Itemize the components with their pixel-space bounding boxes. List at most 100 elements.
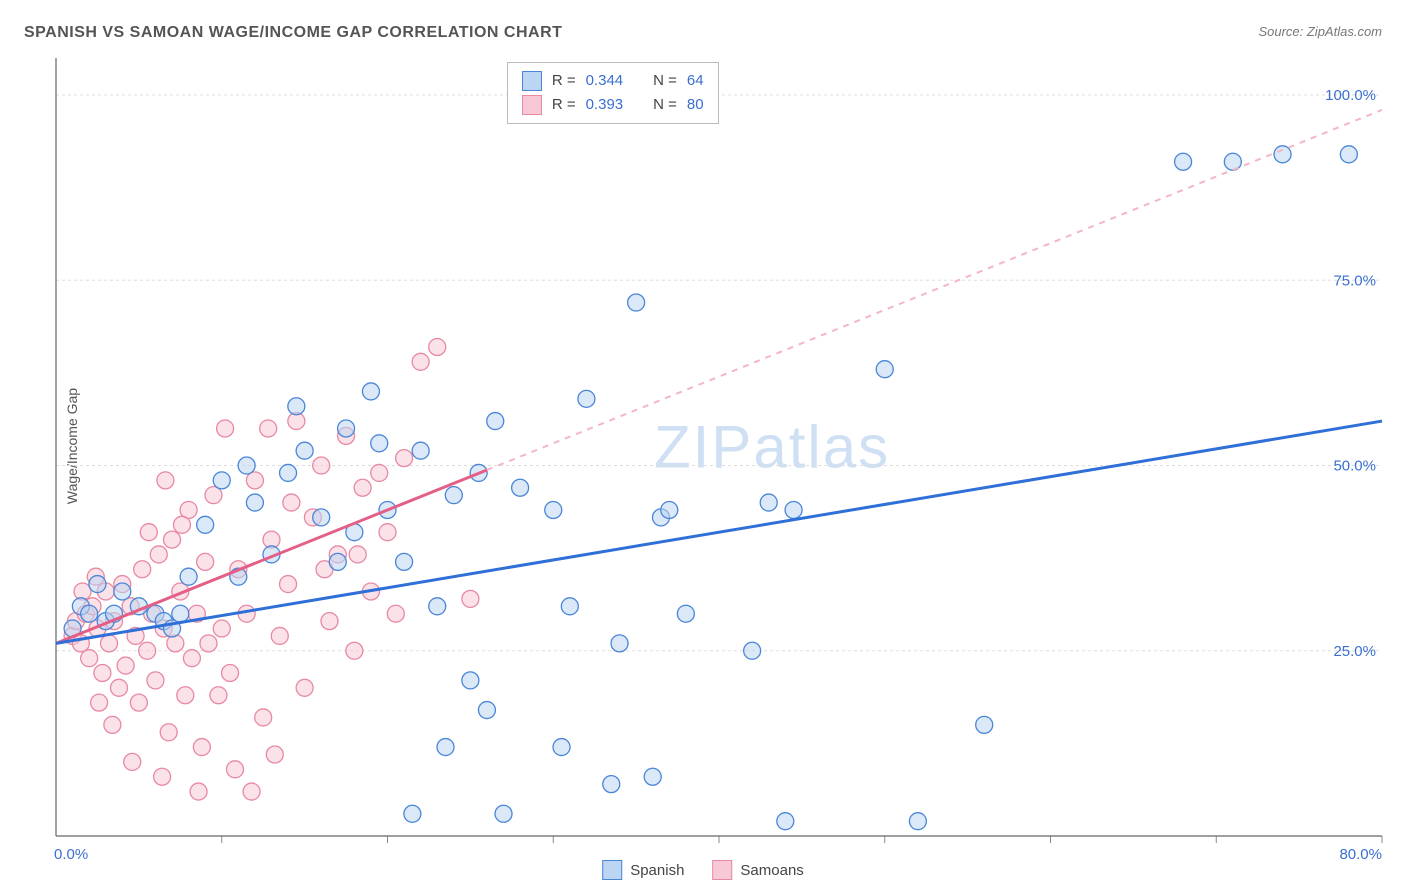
scatter-point xyxy=(213,472,230,489)
y-tick-label: 50.0% xyxy=(1333,458,1376,475)
legend-r-value: 0.344 xyxy=(586,69,624,93)
scatter-point xyxy=(154,768,171,785)
scatter-point xyxy=(437,739,454,756)
scatter-point xyxy=(177,687,194,704)
scatter-point xyxy=(445,487,462,504)
bottom-legend-label: Spanish xyxy=(630,862,684,879)
scatter-point xyxy=(227,761,244,778)
scatter-point xyxy=(976,716,993,733)
scatter-point xyxy=(512,479,529,496)
scatter-point xyxy=(210,687,227,704)
scatter-point xyxy=(160,724,177,741)
scatter-point xyxy=(338,420,355,437)
scatter-point xyxy=(255,709,272,726)
scatter-point xyxy=(283,494,300,511)
bottom-legend-item: Spanish xyxy=(602,860,684,880)
scatter-point xyxy=(1175,153,1192,170)
legend-n-label: N = xyxy=(653,69,677,93)
scatter-point xyxy=(777,813,794,830)
scatter-point xyxy=(94,664,111,681)
scatter-point xyxy=(157,472,174,489)
scatter-point xyxy=(81,605,98,622)
legend-n-value: 64 xyxy=(687,69,704,93)
scatter-point xyxy=(909,813,926,830)
scatter-point xyxy=(140,524,157,541)
scatter-point xyxy=(124,753,141,770)
legend-r-label: R = xyxy=(552,93,576,117)
scatter-point xyxy=(91,694,108,711)
scatter-point xyxy=(346,642,363,659)
scatter-point xyxy=(412,442,429,459)
scatter-point xyxy=(130,694,147,711)
scatter-point xyxy=(321,613,338,630)
scatter-point xyxy=(744,642,761,659)
scatter-point xyxy=(404,805,421,822)
y-tick-label: 100.0% xyxy=(1325,87,1376,104)
scatter-point xyxy=(1274,146,1291,163)
y-tick-label: 25.0% xyxy=(1333,643,1376,660)
scatter-point xyxy=(222,664,239,681)
scatter-point xyxy=(785,501,802,518)
bottom-legend: Spanish Samoans xyxy=(602,860,804,880)
y-tick-label: 75.0% xyxy=(1333,272,1376,289)
chart-title: SPANISH VS SAMOAN WAGE/INCOME GAP CORREL… xyxy=(24,24,562,42)
scatter-point xyxy=(876,361,893,378)
scatter-point xyxy=(354,479,371,496)
scatter-point xyxy=(487,413,504,430)
scatter-point xyxy=(429,338,446,355)
scatter-point xyxy=(167,635,184,652)
scatter-point xyxy=(396,553,413,570)
scatter-point xyxy=(553,739,570,756)
scatter-point xyxy=(611,635,628,652)
scatter-point xyxy=(183,650,200,667)
scatter-point xyxy=(379,524,396,541)
legend-stats-row: R =0.393N =80 xyxy=(522,93,704,117)
scatter-point xyxy=(205,487,222,504)
legend-n-label: N = xyxy=(653,93,677,117)
scatter-point xyxy=(495,805,512,822)
scatter-point xyxy=(271,627,288,644)
legend-swatch xyxy=(522,95,542,115)
scatter-point xyxy=(197,516,214,533)
scatter-point xyxy=(561,598,578,615)
scatter-point xyxy=(760,494,777,511)
scatter-point xyxy=(217,420,234,437)
scatter-point xyxy=(545,501,562,518)
chart-svg: 25.0% 50.0% 75.0% 100.0% xyxy=(56,58,1382,836)
scatter-point xyxy=(193,739,210,756)
scatter-point xyxy=(197,553,214,570)
scatter-point xyxy=(89,576,106,593)
chart-container: SPANISH VS SAMOAN WAGE/INCOME GAP CORREL… xyxy=(0,0,1406,892)
scatter-point xyxy=(1340,146,1357,163)
scatter-point xyxy=(478,702,495,719)
scatter-point xyxy=(628,294,645,311)
scatter-point xyxy=(371,464,388,481)
legend-stats-box: R = 0.344 N = 64R =0.393N =80 xyxy=(507,62,719,124)
scatter-point xyxy=(603,776,620,793)
scatter-point xyxy=(280,576,297,593)
scatter-point xyxy=(260,420,277,437)
scatter-point xyxy=(200,635,217,652)
scatter-point xyxy=(462,590,479,607)
scatter-point xyxy=(246,494,263,511)
scatter-point xyxy=(462,672,479,689)
scatter-point xyxy=(313,457,330,474)
scatter-point xyxy=(329,553,346,570)
scatter-point xyxy=(349,546,366,563)
scatter-point xyxy=(296,679,313,696)
x-origin-label: 0.0% xyxy=(54,846,88,863)
source-label: Source: ZipAtlas.com xyxy=(1258,24,1382,39)
scatter-point xyxy=(180,568,197,585)
scatter-point xyxy=(280,464,297,481)
bottom-legend-label: Samoans xyxy=(740,862,803,879)
scatter-point xyxy=(147,672,164,689)
scatter-point xyxy=(412,353,429,370)
scatter-point xyxy=(396,450,413,467)
scatter-point xyxy=(101,635,118,652)
scatter-point xyxy=(266,746,283,763)
legend-swatch xyxy=(712,860,732,880)
scatter-point xyxy=(117,657,134,674)
plot-area: ZIPatlas 25.0%50.0%75.0%100.0% R =0.344N… xyxy=(56,58,1382,836)
scatter-point xyxy=(246,472,263,489)
scatter-point xyxy=(578,390,595,407)
